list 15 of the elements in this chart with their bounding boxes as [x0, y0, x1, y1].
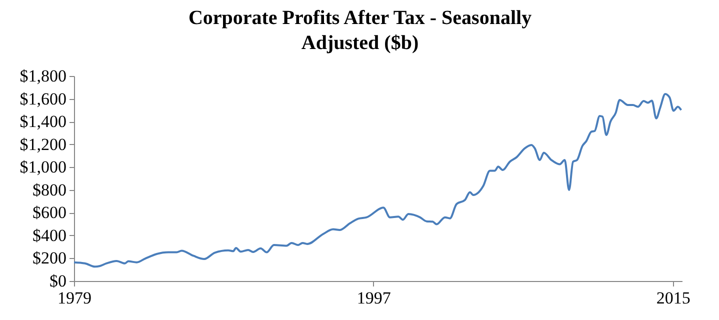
chart-title: Corporate Profits After Tax - Seasonally Adjusted ($b)	[188, 7, 532, 54]
y-tick-label: $200	[32, 248, 66, 268]
x-tick-label: 2015	[656, 288, 690, 308]
y-tick-label: $0	[50, 272, 66, 290]
y-tick-label: $1,600	[20, 89, 66, 108]
y-tick-label: $1,800	[20, 66, 66, 86]
y-tick-label: $1,000	[20, 158, 66, 177]
line-series	[73, 92, 682, 268]
x-tick-label: 1997	[356, 288, 392, 308]
x-tick-label: 1979	[58, 288, 92, 308]
y-tick-label: $800	[32, 180, 66, 200]
y-tick-label: $1,200	[20, 134, 66, 154]
y-tick-label: $600	[32, 203, 66, 222]
y-tick-label: $1,400	[20, 112, 66, 132]
y-tick-label: $400	[32, 226, 66, 245]
